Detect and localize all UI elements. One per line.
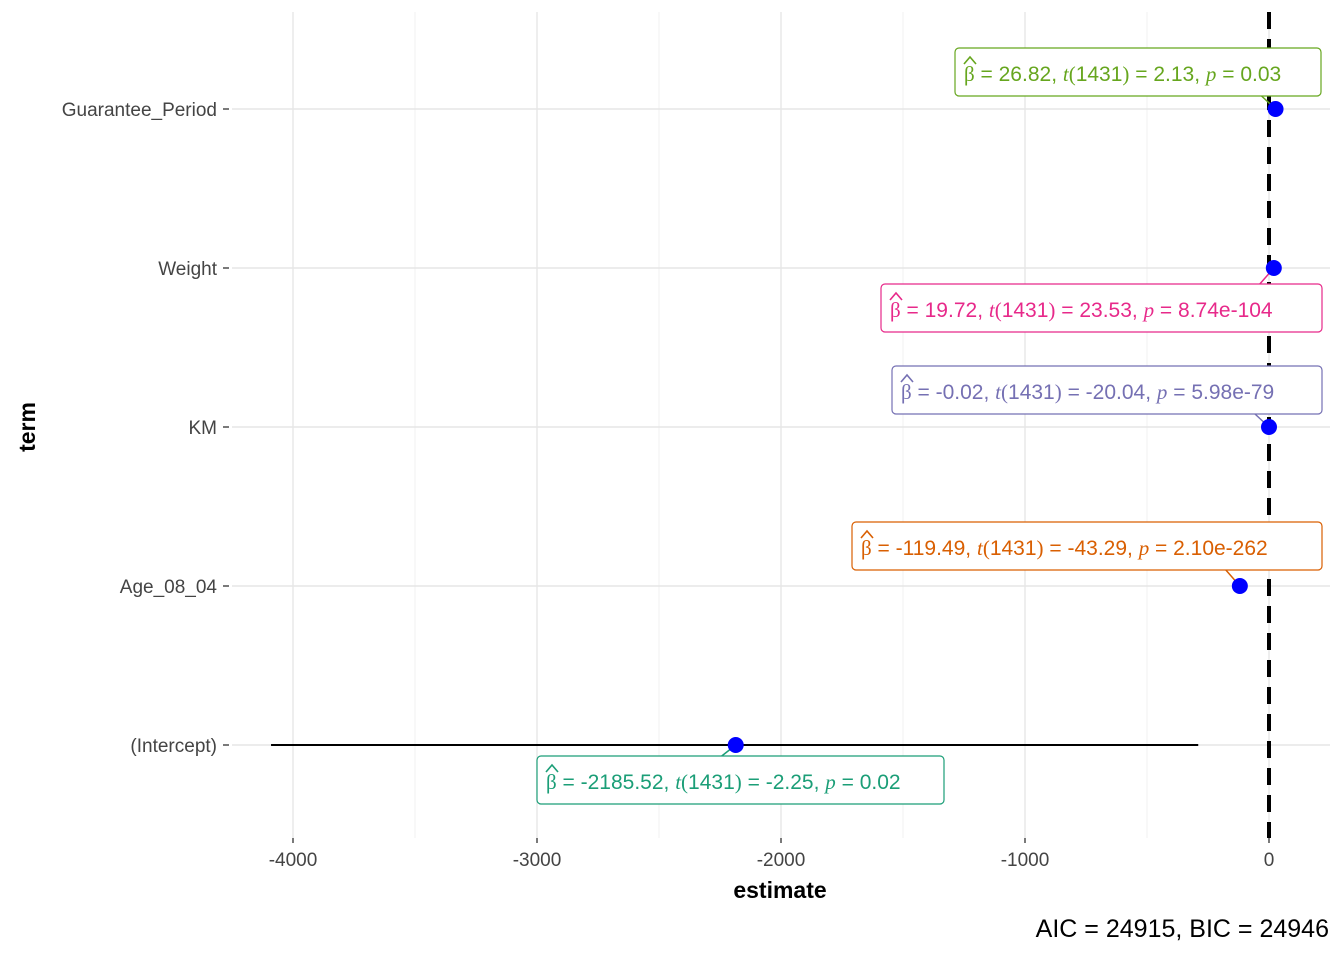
x-axis-title: estimate [733, 877, 826, 903]
beta-hat-mark [963, 55, 977, 65]
bic-value: 24946 [1259, 915, 1329, 943]
x-tick-label: -1000 [1001, 850, 1050, 871]
x-tick-label: -3000 [513, 850, 562, 871]
estimate-point [1267, 101, 1284, 117]
coefficient-labels: β = 26.82, t(1431) = 2.13, p = 0.03 β = 1… [536, 47, 1323, 805]
y-tick-label: Guarantee_Period [62, 100, 217, 121]
label-box [851, 521, 1323, 571]
estimate-points [727, 101, 1284, 753]
coefficient-label: β = -119.49, t(1431) = -43.29, p = 2.10e… [851, 521, 1323, 571]
y-tick-label: Age_08_04 [120, 577, 218, 598]
label-text: β = 26.82, t(1431) = 2.13, p = 0.03 [964, 62, 1281, 86]
beta-hat-mark [545, 763, 559, 773]
label-text: β = 19.72, t(1431) = 23.53, p = 8.74e-10… [890, 298, 1273, 322]
beta-hat-mark [889, 291, 903, 301]
y-tick-label: (Intercept) [130, 736, 217, 757]
x-tick-label: -2000 [757, 850, 806, 871]
coefficient-label: β = -2185.52, t(1431) = -2.25, p = 0.02 [536, 755, 945, 805]
label-text: β = -2185.52, t(1431) = -2.25, p = 0.02 [546, 770, 901, 794]
y-tick-label: KM [189, 418, 218, 439]
coefficient-label: β = 26.82, t(1431) = 2.13, p = 0.03 [954, 47, 1322, 97]
coefficient-label: β = -0.02, t(1431) = -20.04, p = 5.98e-7… [891, 365, 1323, 415]
y-tick-label: Weight [158, 259, 218, 280]
y-axis-title: term [14, 402, 40, 452]
label-leaders [721, 95, 1277, 757]
beta-hat-mark [900, 373, 914, 383]
label-text: β = -119.49, t(1431) = -43.29, p = 2.10e… [861, 536, 1268, 560]
x-tick-label: 0 [1264, 850, 1275, 871]
label-box [536, 755, 945, 805]
estimate-point [1260, 419, 1277, 435]
x-axis-ticks: -4000 -3000 -2000 -1000 0 [269, 838, 1275, 871]
grid-lines [232, 12, 1330, 838]
model-fit-caption: AIC = 24915, BIC = 24946 [1036, 915, 1329, 943]
beta-hat-mark [860, 529, 874, 539]
x-tick-label: -4000 [269, 850, 318, 871]
aic-value: 24915 [1106, 915, 1176, 943]
estimate-point [727, 737, 744, 753]
coefficient-label: β = 19.72, t(1431) = 23.53, p = 8.74e-10… [880, 283, 1323, 333]
label-text: β = -0.02, t(1431) = -20.04, p = 5.98e-7… [901, 380, 1274, 404]
estimate-point [1231, 578, 1248, 594]
estimate-point [1265, 260, 1282, 276]
label-box [880, 283, 1323, 333]
label-box [891, 365, 1323, 415]
y-axis-ticks: Guarantee_Period Weight KM Age_08_04 (Interc… [62, 100, 229, 757]
label-box [954, 47, 1322, 97]
